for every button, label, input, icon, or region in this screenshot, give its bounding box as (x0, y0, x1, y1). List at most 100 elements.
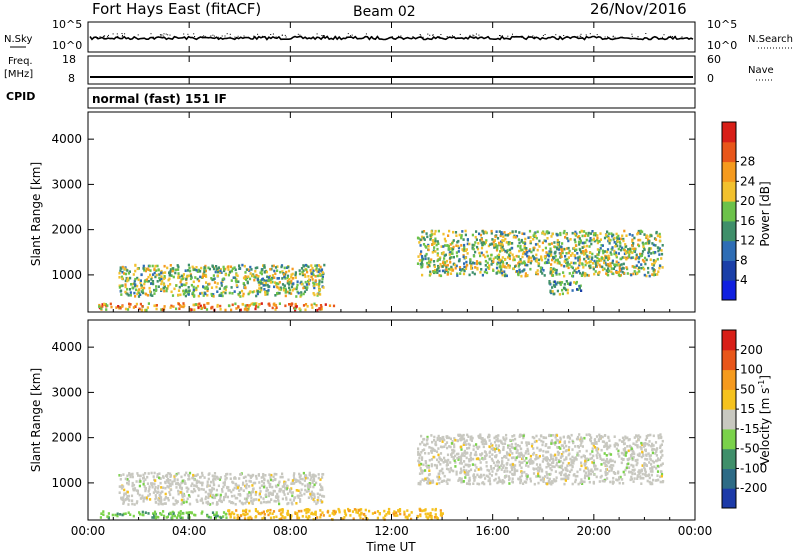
colorbar-swatch (722, 488, 736, 509)
heatmap-cell (119, 266, 122, 269)
heatmap-cell (656, 257, 659, 261)
heatmap-cell (181, 481, 184, 484)
heatmap-cell (313, 496, 316, 499)
heatmap-cell (446, 244, 449, 247)
noise-search-point (224, 35, 226, 37)
heatmap-cell (204, 269, 207, 273)
heatmap-cell (434, 250, 437, 253)
heatmap-cell (135, 489, 139, 492)
heatmap-cell (166, 485, 169, 488)
heatmap-cell (632, 450, 635, 454)
heatmap-cell (527, 236, 530, 239)
heatmap-cell (627, 449, 630, 453)
heatmap-cell (360, 508, 363, 511)
heatmap-cell (553, 465, 556, 469)
noise-right-tick-high: 10^5 (707, 18, 737, 31)
heatmap-cell (286, 290, 289, 294)
heatmap-cell (187, 487, 190, 491)
heatmap-cell (182, 305, 185, 309)
heatmap-cell (421, 256, 424, 260)
heatmap-cell (651, 447, 654, 451)
noise-sky-line (89, 35, 694, 41)
heatmap-cell (499, 271, 502, 274)
heatmap-cell (610, 464, 613, 467)
noise-search-point (162, 35, 164, 37)
heatmap-cell (281, 485, 284, 488)
heatmap-cell (590, 242, 593, 246)
heatmap-cell (151, 294, 154, 297)
heatmap-cell (619, 245, 622, 248)
heatmap-cell (229, 477, 232, 480)
heatmap-cell (155, 501, 158, 504)
heatmap-cell (443, 257, 446, 260)
heatmap-cell (539, 475, 542, 479)
heatmap-cell (169, 283, 172, 286)
heatmap-cell (359, 516, 362, 520)
noise-search-point (469, 36, 471, 38)
heatmap-cell (127, 480, 130, 483)
heatmap-cell (245, 483, 248, 486)
heatmap-cell (514, 464, 517, 467)
heatmap-cell (177, 289, 181, 292)
x-tick-label: 00:00 (678, 524, 713, 538)
noise-search-point (472, 34, 474, 36)
heatmap-cell (483, 450, 487, 453)
heatmap-cell (609, 444, 612, 447)
heatmap-cell (569, 283, 572, 286)
heatmap-cell (466, 471, 470, 474)
heatmap-cell (587, 477, 591, 480)
heatmap-cell (343, 510, 346, 513)
heatmap-cell (141, 494, 144, 498)
heatmap-cell (267, 494, 271, 498)
heatmap-cell (321, 271, 324, 274)
heatmap-cell (515, 456, 518, 459)
heatmap-cell (524, 237, 527, 241)
heatmap-cell (106, 304, 109, 307)
heatmap-cell (368, 509, 371, 513)
heatmap-cell (316, 274, 319, 278)
heatmap-cell (651, 444, 654, 447)
heatmap-cell (548, 254, 551, 257)
heatmap-cell (605, 269, 608, 272)
heatmap-cell (575, 280, 578, 284)
heatmap-cell (497, 256, 500, 259)
heatmap-cell (300, 267, 304, 270)
heatmap-cell (474, 475, 477, 479)
heatmap-cell (98, 303, 101, 307)
heatmap-cell (592, 442, 595, 445)
heatmap-cell (554, 258, 557, 262)
heatmap-cell (575, 232, 578, 236)
heatmap-cell (177, 472, 180, 475)
heatmap-cell (296, 494, 299, 498)
heatmap-cell (131, 286, 134, 289)
heatmap-cell (142, 482, 145, 486)
heatmap-cell (574, 475, 577, 478)
heatmap-cell (463, 269, 466, 273)
heatmap-cell (547, 231, 551, 235)
heatmap-cell (500, 268, 503, 272)
heatmap-cell (410, 517, 413, 521)
heatmap-cell (456, 240, 459, 244)
heatmap-cell (319, 293, 322, 296)
heatmap-cell (547, 258, 550, 262)
heatmap-cell (155, 273, 158, 277)
heatmap-cell (643, 466, 646, 469)
heatmap-cell (155, 496, 158, 499)
heatmap-cell (630, 455, 633, 458)
heatmap-cell (166, 475, 169, 478)
heatmap-cell (313, 284, 316, 287)
heatmap-cell (535, 236, 538, 240)
heatmap-cell (513, 434, 516, 437)
heatmap-cell (432, 249, 435, 252)
heatmap-cell (422, 243, 426, 246)
heatmap-cell (316, 264, 319, 267)
heatmap-cell (489, 465, 493, 468)
heatmap-cell (427, 248, 430, 252)
heatmap-cell (295, 287, 298, 291)
heatmap-cell (630, 475, 633, 479)
heatmap-cell (284, 304, 287, 308)
heatmap-cell (259, 490, 262, 493)
heatmap-cell (157, 502, 160, 506)
heatmap-cell (189, 307, 192, 311)
heatmap-cell (225, 285, 228, 289)
